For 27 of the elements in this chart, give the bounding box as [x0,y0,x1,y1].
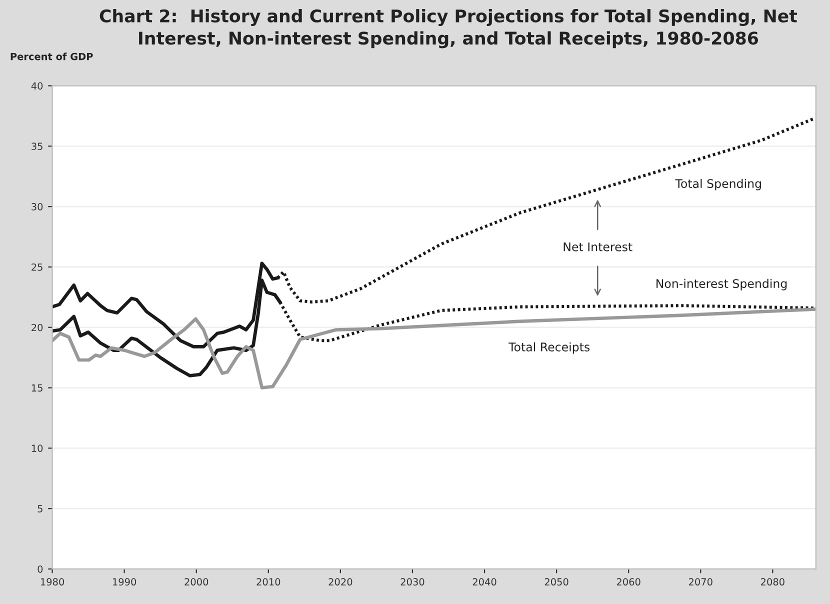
x-tick-label: 2040 [472,578,496,586]
x-tick-label: 1980 [40,578,64,586]
line-series [52,308,816,390]
series-label: Non-interest Spending [656,278,787,290]
x-tick-label: 2080 [761,578,784,586]
series-label: Total Spending [675,178,761,190]
y-tick-label: 5 [38,505,42,512]
x-tick-label: 2020 [328,578,352,586]
y-tick-label: 20 [32,324,43,332]
x-tick-label: 2050 [544,578,568,586]
x-tick-label: 2000 [184,578,208,586]
x-tick-label: 2030 [400,578,424,586]
chart-title: Chart 2: History and Current Policy Projections for Total Spending, Net Interest, Non-interest Spending, and Total Receipts, 1980-2086 [100,9,798,48]
y-tick-label: 25 [32,263,42,271]
x-tick-label: 2010 [256,578,280,586]
y-tick-label: 15 [32,384,42,392]
x-tick-label: 2070 [688,578,712,586]
y-axis-title: Percent of GDP [10,52,93,60]
y-tick-label: 0 [38,565,43,573]
series-label: Total Receipts [508,342,590,354]
y-tick-label: 10 [32,444,43,452]
annotation: Net Interest [564,242,632,252]
y-tick-label: 30 [32,203,43,210]
y-tick-label: 40 [31,82,43,90]
y-tick-label: 35 [32,142,42,150]
x-tick-label: 2060 [616,578,640,586]
x-tick-label: 1990 [113,578,136,586]
